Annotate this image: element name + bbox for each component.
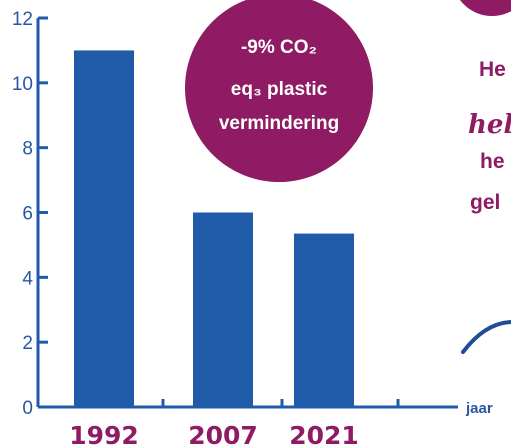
arc-decoration: [461, 320, 511, 354]
side-text-line-4: gel: [470, 191, 500, 214]
x-tick-label: 1992: [69, 421, 139, 448]
badge-circle: [185, 0, 373, 182]
x-tick-label: 2007: [188, 421, 258, 448]
bars-group: [74, 50, 354, 408]
bar-2021: [294, 233, 354, 407]
badge-line-1: -9% CO₂: [241, 37, 317, 58]
co2-badge: -9% CO₂ eq₃ plastic vermindering: [185, 0, 373, 182]
bar-2007: [193, 212, 253, 407]
badge-line-2: eq₃ plastic: [231, 79, 328, 100]
x-axis-unit-label: jaar: [465, 400, 493, 417]
badge-line-3: vermindering: [219, 113, 339, 134]
y-tick-label: 8: [22, 139, 33, 160]
y-tick-label: 4: [22, 268, 33, 289]
y-tick-label: 10: [12, 74, 33, 95]
x-tick-label: 2021: [289, 421, 359, 448]
y-tick-label: 12: [12, 9, 33, 30]
side-text: He hel he gel: [468, 58, 511, 214]
side-text-line-2: hel: [468, 110, 511, 140]
side-text-line-1: He: [479, 58, 506, 81]
x-ticks-group: 1992 2007 2021: [69, 399, 400, 448]
y-tick-label: 0: [22, 398, 33, 419]
corner-decoration: [460, 0, 511, 16]
y-ticks-group: 0 2 4 6 8 10 12: [12, 9, 48, 419]
y-tick-label: 2: [22, 333, 33, 354]
side-text-line-3: he: [480, 150, 505, 173]
bar-1992: [74, 50, 134, 408]
y-tick-label: 6: [22, 204, 33, 225]
